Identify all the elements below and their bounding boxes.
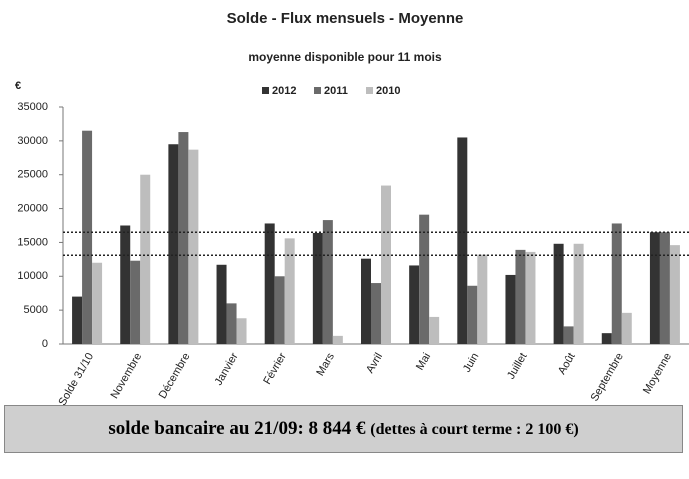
legend-label: 2012 bbox=[272, 85, 296, 97]
x-tick-label: Novembre bbox=[109, 351, 145, 401]
bar bbox=[601, 333, 612, 344]
legend-swatch bbox=[314, 87, 321, 94]
footer-note: (dettes à court terme : 2 100 €) bbox=[370, 421, 579, 438]
bar bbox=[515, 249, 526, 344]
x-tick-label: Juin bbox=[461, 351, 481, 374]
bar bbox=[188, 149, 199, 344]
bar bbox=[178, 132, 189, 344]
x-tick-label: Décembre bbox=[157, 351, 193, 401]
bar bbox=[573, 243, 584, 344]
chart-subtitle: moyenne disponible pour 11 mois bbox=[248, 50, 442, 64]
bar bbox=[477, 254, 488, 344]
bar bbox=[332, 335, 343, 344]
bar bbox=[563, 326, 574, 344]
y-tick-label: 0 bbox=[42, 338, 48, 350]
legend-label: 2011 bbox=[324, 85, 348, 97]
bar bbox=[226, 303, 237, 344]
y-tick-label: 30000 bbox=[17, 135, 48, 147]
x-tick-label: Mai bbox=[414, 351, 433, 372]
chart-title: Solde - Flux mensuels - Moyenne bbox=[227, 10, 464, 27]
y-tick-label: 20000 bbox=[17, 202, 48, 214]
bar bbox=[429, 316, 440, 344]
bar bbox=[216, 264, 227, 344]
bar bbox=[120, 225, 131, 344]
bar bbox=[525, 251, 536, 344]
x-tick-label: Février bbox=[261, 351, 289, 387]
x-tick-label: Avril bbox=[364, 351, 385, 375]
bar bbox=[553, 243, 564, 344]
y-axis-label: € bbox=[15, 80, 21, 92]
y-tick-label: 5000 bbox=[24, 304, 48, 316]
bar bbox=[274, 276, 285, 344]
legend-swatch bbox=[262, 87, 269, 94]
bar bbox=[611, 223, 622, 344]
bar bbox=[361, 258, 371, 344]
bar bbox=[669, 245, 680, 344]
bar bbox=[381, 185, 391, 344]
bar bbox=[457, 137, 468, 344]
bar bbox=[371, 283, 381, 344]
x-tick-label: Septembre bbox=[589, 351, 626, 404]
bar bbox=[284, 238, 295, 344]
y-tick-label: 25000 bbox=[17, 169, 48, 181]
bar bbox=[659, 232, 670, 344]
bar bbox=[312, 232, 323, 344]
bar bbox=[621, 312, 632, 344]
bar bbox=[168, 144, 179, 344]
legend-swatch bbox=[366, 87, 373, 94]
bar bbox=[264, 223, 275, 344]
bar bbox=[92, 262, 103, 344]
y-tick-label: 35000 bbox=[17, 101, 48, 113]
x-tick-label: Juillet bbox=[505, 351, 529, 381]
x-tick-label: Moyenne bbox=[641, 351, 674, 396]
bar bbox=[419, 214, 430, 344]
bar bbox=[409, 265, 420, 344]
bar bbox=[72, 296, 83, 344]
footer: solde bancaire au 21/09: 8 844 € (dettes… bbox=[4, 405, 683, 453]
bar bbox=[236, 318, 247, 344]
bar bbox=[140, 174, 151, 344]
bar bbox=[467, 285, 478, 344]
bar bbox=[82, 130, 93, 344]
x-tick-label: Mars bbox=[314, 351, 337, 379]
y-tick-label: 15000 bbox=[17, 236, 48, 248]
x-tick-label: Janvier bbox=[213, 351, 241, 388]
chart: Solde - Flux mensuels - Moyenne moyenne … bbox=[15, 10, 689, 405]
bar bbox=[505, 274, 516, 344]
legend-label: 2010 bbox=[376, 85, 400, 97]
bar bbox=[322, 220, 333, 344]
bar bbox=[130, 260, 141, 344]
y-tick-label: 10000 bbox=[17, 270, 48, 282]
x-tick-label: Solde 31/10 bbox=[56, 351, 96, 405]
footer-main: solde bancaire au 21/09: 8 844 € bbox=[108, 418, 366, 439]
x-tick-label: Août bbox=[556, 351, 578, 377]
bar bbox=[649, 232, 660, 344]
